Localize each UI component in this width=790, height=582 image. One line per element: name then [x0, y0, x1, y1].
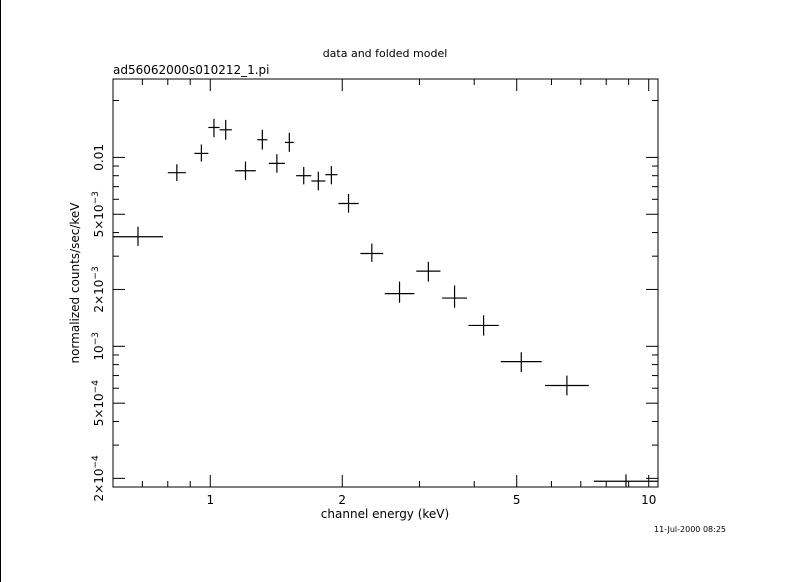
plot-frame	[112, 78, 659, 488]
tick-exponent: −3	[91, 191, 101, 204]
y-tick-labels: 2×10−45×10−410−32×10−35×10−30.01	[91, 144, 106, 501]
y-tick-label: 5×10−4	[91, 380, 106, 427]
chart-title: data and folded model	[323, 47, 448, 60]
data-point	[311, 171, 326, 191]
data-point	[384, 281, 415, 303]
data-point	[219, 119, 232, 140]
data-point	[325, 166, 338, 185]
data-point	[284, 132, 294, 152]
data-point	[468, 315, 499, 336]
tick-exponent: −4	[91, 380, 101, 394]
x-tick-label: 5	[513, 493, 521, 507]
data-point	[442, 285, 467, 308]
data-points	[113, 118, 658, 487]
data-point	[113, 226, 163, 246]
data-point	[593, 474, 658, 487]
data-point	[257, 129, 268, 150]
tick-mantissa: 2×10	[92, 469, 106, 502]
x-tick-labels: 1 2 5 10	[206, 493, 656, 507]
chart-subtitle: ad56062000s010212_1.pi	[113, 63, 270, 77]
y-tick-label: 0.01	[92, 144, 106, 171]
y-tick-label: 2×10−3	[91, 266, 106, 312]
tick-mantissa: 2×10	[92, 280, 106, 313]
timestamp: 11-Jul-2000 08:25	[653, 525, 726, 534]
data-point	[235, 161, 256, 180]
tick-mantissa: 10	[92, 345, 106, 360]
axis-ticks	[113, 79, 658, 487]
data-point	[208, 118, 220, 138]
x-axis-label: channel energy (keV)	[321, 507, 449, 521]
y-tick-label: 10−3	[91, 332, 106, 361]
tick-exponent: −3	[91, 266, 101, 279]
data-point	[416, 261, 441, 282]
x-tick-label: 1	[206, 493, 214, 507]
tick-exponent: −3	[91, 332, 101, 345]
tick-mantissa: 5×10	[92, 204, 106, 237]
data-point	[296, 166, 312, 185]
data-point	[194, 144, 209, 162]
tick-mantissa: 5×10	[92, 393, 106, 426]
data-point	[268, 154, 285, 173]
x-tick-label: 2	[338, 493, 346, 507]
data-point	[167, 164, 186, 181]
x-tick-label: 10	[641, 493, 656, 507]
data-point	[544, 375, 589, 396]
data-point	[360, 243, 384, 262]
y-tick-label: 5×10−3	[91, 191, 106, 237]
tick-exponent: −4	[91, 455, 101, 469]
y-axis-label: normalized counts/sec/keV	[68, 202, 82, 364]
data-point	[338, 194, 359, 213]
data-point	[500, 352, 542, 373]
y-tick-label: 2×10−4	[91, 455, 106, 502]
